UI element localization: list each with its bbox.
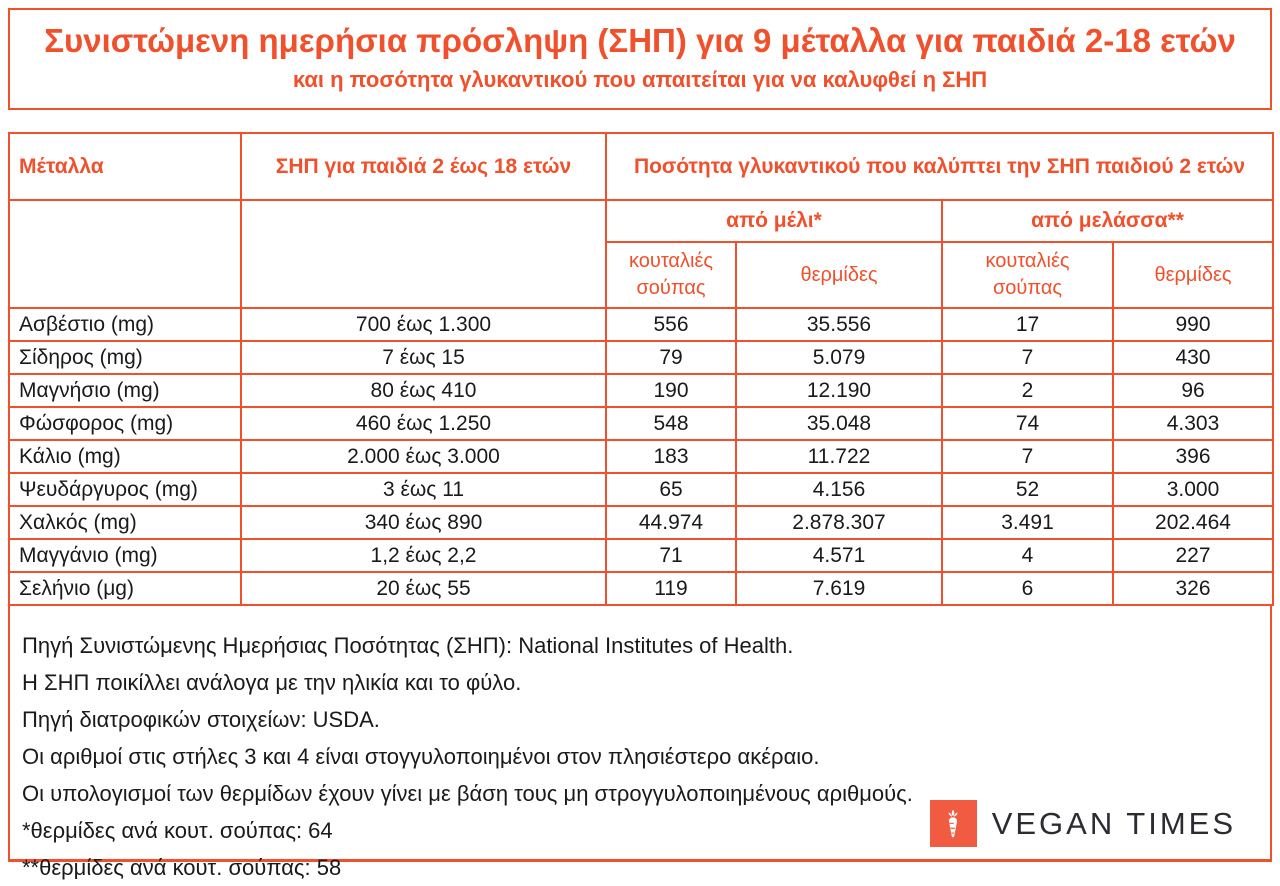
table-row: Κάλιο (mg) 2.000 έως 3.000 183 11.722 7 …	[8, 439, 1275, 474]
mineral-name: Μαγγάνιο (mg)	[8, 538, 242, 573]
honey-tablespoons-value: 71	[605, 538, 737, 573]
honey-tablespoons-value: 119	[605, 571, 737, 606]
header-row-units: κουταλιές σούπας θερμίδες κουταλιές σούπ…	[9, 241, 1275, 309]
title-box: Συνιστώμενη ημερήσια πρόσληψη (ΣΗΠ) για …	[8, 8, 1272, 110]
rdi-value: 3 έως 11	[240, 472, 607, 507]
table-row: Ψευδάργυρος (mg) 3 έως 11 65 4.156 52 3.…	[8, 472, 1275, 507]
molasses-tablespoons-value: 7	[941, 439, 1114, 474]
table-container: Μέταλλα ΣΗΠ για παιδιά 2 έως 18 ετών Ποσ…	[8, 132, 1275, 880]
honey-tablespoons-value: 556	[605, 307, 737, 342]
molasses-calories-value: 227	[1111, 538, 1275, 573]
honey-tablespoons-value: 44.974	[605, 505, 737, 540]
mineral-name: Μαγνήσιο (mg)	[8, 373, 242, 408]
mineral-name: Ασβέστιο (mg)	[8, 307, 242, 342]
column-header-rdi: ΣΗΠ για παιδιά 2 έως 18 ετών	[240, 132, 607, 201]
page-title: Συνιστώμενη ημερήσια πρόσληψη (ΣΗΠ) για …	[44, 22, 1236, 59]
footnote-rounding: Οι αριθμοί στις στήλες 3 και 4 είναι στο…	[22, 744, 820, 769]
footnotes-box: Πηγή Συνιστώμενης Ημερήσιας Ποσότητας (Σ…	[8, 606, 1272, 880]
honey-calories-value: 35.556	[735, 307, 943, 342]
molasses-calories-value: 96	[1111, 373, 1275, 408]
mineral-name: Ψευδάργυρος (mg)	[8, 472, 242, 507]
mineral-name: Χαλκός (mg)	[8, 505, 242, 540]
molasses-tablespoons-value: 2	[941, 373, 1114, 408]
honey-calories-value: 12.190	[735, 373, 943, 408]
header-row-sweeteners: από μέλι* από μελάσσα**	[8, 199, 1275, 309]
honey-tablespoons-value: 183	[605, 439, 737, 474]
molasses-calories-value: 396	[1111, 439, 1275, 474]
molasses-tablespoons-value: 6	[941, 571, 1114, 606]
table-row: Ασβέστιο (mg) 700 έως 1.300 556 35.556 1…	[8, 307, 1275, 342]
molasses-calories-value: 202.464	[1111, 505, 1275, 540]
rdi-value: 1,2 έως 2,2	[240, 538, 607, 573]
table-row: Σελήνιο (μg) 20 έως 55 119 7.619 6 326	[8, 571, 1275, 606]
minerals-table: Μέταλλα ΣΗΠ για παιδιά 2 έως 18 ετών Ποσ…	[8, 132, 1275, 606]
table-row: Μαγνήσιο (mg) 80 έως 410 190 12.190 2 96	[8, 373, 1275, 408]
rdi-value: 340 έως 890	[240, 505, 607, 540]
carrot-icon	[929, 800, 977, 847]
honey-tablespoons-value: 548	[605, 406, 737, 441]
molasses-calories-value: 326	[1111, 571, 1275, 606]
rdi-value: 700 έως 1.300	[240, 307, 607, 342]
infographic-page: Συνιστώμενη ημερήσια πρόσληψη (ΣΗΠ) για …	[8, 8, 1275, 880]
honey-calories-value: 4.571	[735, 538, 943, 573]
column-header-metals: Μέταλλα	[8, 132, 242, 201]
footnote-source-usda: Πηγή διατροφικών στοιχείων: USDA.	[22, 707, 380, 732]
honey-calories-value: 4.156	[735, 472, 943, 507]
empty-cell-rdi	[240, 199, 607, 309]
mineral-name: Σελήνιο (μg)	[8, 571, 242, 606]
rdi-value: 20 έως 55	[240, 571, 607, 606]
subheader-honey-calories: θερμίδες	[735, 241, 943, 309]
molasses-calories-value: 990	[1111, 307, 1275, 342]
footnote-source-rdi: Πηγή Συνιστώμενης Ημερήσιας Ποσότητας (Σ…	[22, 633, 794, 658]
footnote-molasses-calories: **θερμίδες ανά κουτ. σούπας: 58	[22, 855, 342, 880]
footnote-calc-basis: Οι υπολογισμοί των θερμίδων έχουν γίνει …	[22, 781, 913, 806]
mineral-name: Κάλιο (mg)	[8, 439, 242, 474]
molasses-tablespoons-value: 17	[941, 307, 1114, 342]
mineral-name: Φώσφορος (mg)	[8, 406, 242, 441]
molasses-tablespoons-value: 4	[941, 538, 1114, 573]
table-row: Σίδηρος (mg) 7 έως 15 79 5.079 7 430	[8, 340, 1275, 375]
table-row: Φώσφορος (mg) 460 έως 1.250 548 35.048 7…	[8, 406, 1275, 441]
molasses-calories-value: 4.303	[1111, 406, 1275, 441]
rdi-value: 2.000 έως 3.000	[240, 439, 607, 474]
header-row-main: Μέταλλα ΣΗΠ για παιδιά 2 έως 18 ετών Ποσ…	[8, 132, 1275, 201]
honey-tablespoons-value: 65	[605, 472, 737, 507]
honey-tablespoons-value: 79	[605, 340, 737, 375]
molasses-tablespoons-value: 3.491	[941, 505, 1114, 540]
rdi-value: 80 έως 410	[240, 373, 607, 408]
honey-calories-value: 7.619	[735, 571, 943, 606]
footnote-honey-calories: *θερμίδες ανά κουτ. σούπας: 64	[22, 818, 333, 843]
mineral-name: Σίδηρος (mg)	[8, 340, 242, 375]
honey-calories-value: 35.048	[735, 406, 943, 441]
subheader-honey: από μέλι*	[605, 199, 943, 243]
molasses-calories-value: 430	[1111, 340, 1275, 375]
honey-calories-value: 11.722	[735, 439, 943, 474]
column-header-sweetener-group: Ποσότητα γλυκαντικού που καλύπτει την ΣΗ…	[604, 132, 1275, 201]
page-subtitle: και η ποσότητα γλυκαντικού που απαιτείτα…	[292, 67, 988, 93]
subheader-molasses-calories: θερμίδες	[1111, 241, 1275, 309]
empty-cell-metals	[8, 199, 242, 309]
vegan-times-logo: VEGAN TIMES	[929, 800, 1236, 847]
honey-tablespoons-value: 190	[605, 373, 737, 408]
molasses-tablespoons-value: 74	[941, 406, 1114, 441]
rdi-value: 7 έως 15	[240, 340, 607, 375]
subheader-honey-tablespoons: κουταλιές σούπας	[605, 241, 737, 309]
molasses-tablespoons-value: 52	[941, 472, 1114, 507]
molasses-tablespoons-value: 7	[941, 340, 1114, 375]
footnote-rdi-varies: Η ΣΗΠ ποικίλλει ανάλογα με την ηλικία κα…	[22, 670, 522, 695]
table-row: Μαγγάνιο (mg) 1,2 έως 2,2 71 4.571 4 227	[8, 538, 1275, 573]
honey-calories-value: 5.079	[735, 340, 943, 375]
honey-calories-value: 2.878.307	[735, 505, 943, 540]
subheader-molasses: από μελάσσα**	[940, 199, 1275, 243]
subheader-molasses-tablespoons: κουταλιές σούπας	[941, 241, 1114, 309]
rdi-value: 460 έως 1.250	[240, 406, 607, 441]
table-row: Χαλκός (mg) 340 έως 890 44.974 2.878.307…	[8, 505, 1275, 540]
molasses-calories-value: 3.000	[1111, 472, 1275, 507]
logo-wordmark: VEGAN TIMES	[991, 805, 1236, 841]
